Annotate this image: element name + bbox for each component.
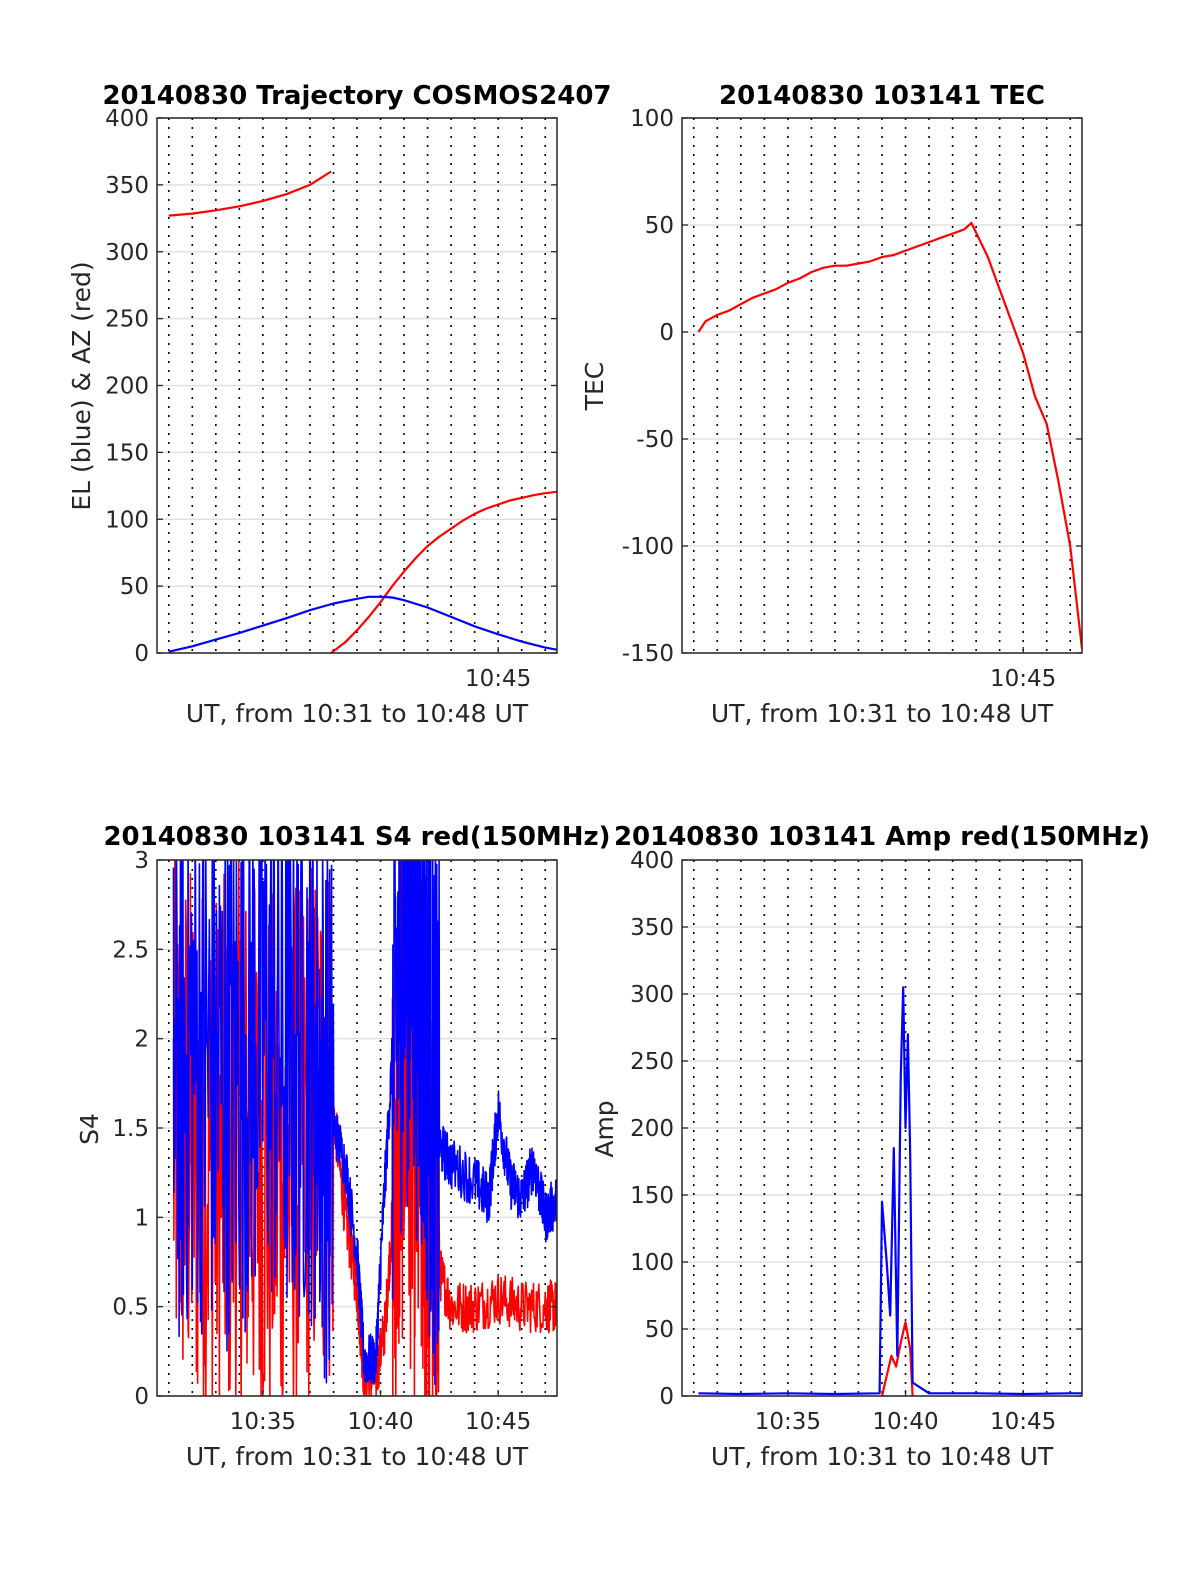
y-tick-label: 150 (105, 440, 149, 466)
x-tick-label: 10:45 (990, 666, 1056, 692)
x-axis-label: UT, from 10:31 to 10:48 UT (711, 1442, 1054, 1471)
axes: 0 50 100 150 200 250 300 350 400 10:45 (105, 106, 558, 692)
y-tick-label: -150 (622, 641, 674, 667)
plot-area (172, 860, 557, 1396)
x-tick-label: 10:40 (347, 1409, 413, 1435)
series-line (880, 1321, 914, 1396)
y-tick-label: 100 (630, 106, 674, 132)
plot-area (697, 221, 1082, 649)
series-line (172, 860, 557, 1386)
y-tick-label: 0 (134, 641, 149, 667)
y-tick-label: 400 (105, 106, 149, 132)
x-tick-label: 10:45 (990, 1409, 1056, 1435)
chart-title: 20140830 103141 TEC (719, 81, 1045, 111)
y-tick-label: 100 (105, 507, 149, 533)
axes-frame (156, 859, 558, 1397)
x-axis-label: UT, from 10:31 to 10:48 UT (711, 699, 1054, 728)
axes-frame (156, 117, 558, 654)
series-line (168, 170, 332, 217)
series-line (697, 221, 1082, 649)
x-axis-label: UT, from 10:31 to 10:48 UT (186, 1442, 529, 1471)
y-tick-label: 1.5 (112, 1116, 149, 1142)
y-tick-label: 350 (630, 915, 674, 941)
x-tick-label: 10:45 (465, 666, 531, 692)
y-axis-label: TEC (580, 362, 609, 412)
y-tick-label: 1 (134, 1205, 149, 1231)
y-tick-label: 50 (120, 574, 149, 600)
y-tick-label: 150 (630, 1183, 674, 1209)
x-tick-label: 10:35 (230, 1409, 296, 1435)
x-axis-label: UT, from 10:31 to 10:48 UT (186, 699, 529, 728)
y-tick-label: 400 (630, 848, 674, 874)
chart-s4: 20140830 103141 S4 red(150MHz) S4 UT, fr… (75, 822, 611, 1471)
axes: 0 0.5 1 1.5 2 2.5 3 10:35 10:40 10:45 (112, 848, 558, 1435)
series-line (698, 986, 1082, 1396)
y-axis-label: S4 (75, 1113, 104, 1145)
y-axis-label: Amp (590, 1100, 619, 1157)
y-tick-label: 0 (659, 320, 674, 346)
x-tick-label: 10:35 (755, 1409, 821, 1435)
x-tick-label: 10:40 (872, 1409, 938, 1435)
series-line (330, 490, 557, 653)
y-tick-label: 300 (105, 240, 149, 266)
y-tick-label: 250 (630, 1049, 674, 1075)
axes: -150 -100 -50 0 50 100 10:45 (622, 106, 1083, 692)
y-tick-label: 0 (659, 1384, 674, 1410)
chart-amp: 20140830 103141 Amp red(150MHz) Amp UT, … (590, 822, 1150, 1471)
y-tick-label: 2 (134, 1027, 149, 1053)
chart-title: 20140830 103141 Amp red(150MHz) (614, 822, 1150, 852)
y-tick-label: 3 (134, 848, 149, 874)
axes-frame (681, 117, 1083, 654)
x-tick-label: 10:45 (465, 1409, 531, 1435)
y-tick-label: 2.5 (112, 937, 149, 963)
chart-trajectory: 20140830 Trajectory COSMOS2407 EL (blue)… (67, 81, 612, 728)
y-tick-label: 0 (134, 1384, 149, 1410)
y-tick-label: -50 (636, 427, 674, 453)
y-tick-label: 50 (645, 1317, 674, 1343)
y-tick-label: 350 (105, 173, 149, 199)
chart-title: 20140830 Trajectory COSMOS2407 (102, 81, 611, 111)
series-line (168, 595, 557, 653)
y-tick-label: 250 (105, 307, 149, 333)
chart-tec: 20140830 103141 TEC TEC UT, from 10:31 t… (580, 81, 1083, 728)
plot-area (698, 986, 1082, 1396)
y-tick-label: -100 (622, 534, 674, 560)
y-tick-label: 300 (630, 982, 674, 1008)
series-line (172, 860, 557, 1396)
axes: 0 50 100 150 200 250 300 350 400 10:35 10:40 10:45 (630, 848, 1083, 1435)
axes-frame (681, 859, 1083, 1397)
y-tick-label: 200 (630, 1116, 674, 1142)
y-tick-label: 100 (630, 1250, 674, 1276)
y-tick-label: 0.5 (112, 1295, 149, 1321)
plot-area (168, 170, 557, 653)
y-tick-label: 200 (105, 374, 149, 400)
y-tick-label: 50 (645, 213, 674, 239)
chart-title: 20140830 103141 S4 red(150MHz) (103, 822, 610, 852)
y-axis-label: EL (blue) & AZ (red) (67, 261, 96, 510)
